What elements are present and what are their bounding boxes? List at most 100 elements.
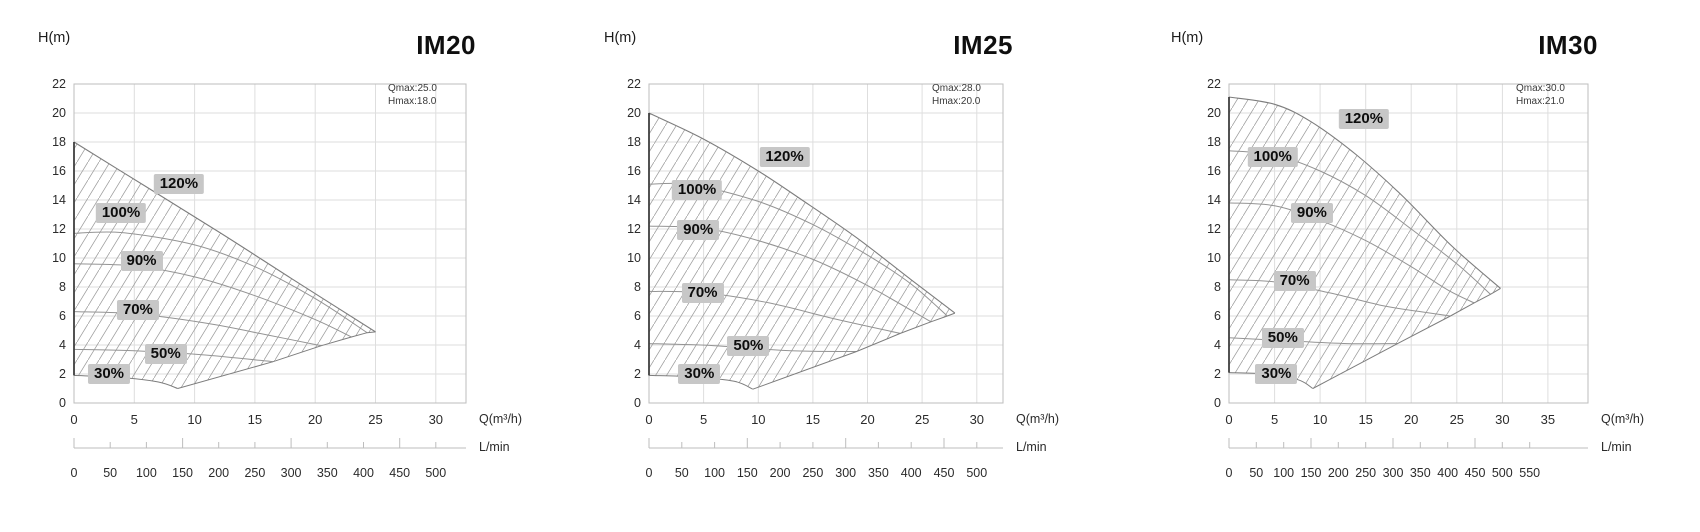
pump-performance-chart-im20: H(m) IM20 Qmax:25.0 Hmax:18.0 Q(m³/h) L/…: [0, 0, 567, 532]
lmin-tick-label: 0: [1225, 466, 1233, 480]
speed-label-100pct: 100%: [95, 203, 147, 224]
lmin-tick-label: 100: [1273, 466, 1295, 480]
y-tick-label: 10: [52, 250, 66, 265]
lmin-tick-label: 150: [736, 466, 758, 480]
pump-curve-70pct: [1228, 279, 1451, 317]
speed-label-100pct: 100%: [671, 179, 723, 200]
y-tick-label: 20: [52, 105, 66, 120]
lmin-tick-label: 150: [1300, 466, 1322, 480]
y-axis-unit-label: H(m): [1171, 30, 1204, 46]
x-axis-unit-label: Q(m³/h): [1601, 412, 1645, 426]
limits-annotation: Qmax:25.0 Hmax:18.0: [388, 83, 437, 108]
speed-label-30pct: 30%: [678, 364, 721, 384]
limits-annotation: Qmax:28.0 Hmax:20.0: [932, 83, 981, 108]
speed-label-70pct: 70%: [681, 282, 724, 303]
y-tick-label: 4: [634, 337, 641, 352]
x-tick-label: 5: [130, 412, 138, 427]
lmin-tick-label: 250: [802, 466, 824, 480]
y-tick-label: 8: [59, 279, 66, 294]
y-tick-label: 22: [1207, 76, 1221, 91]
y-tick-label: 22: [627, 76, 641, 91]
y-tick-label: 16: [1207, 163, 1221, 178]
plot-area: [73, 83, 467, 449]
lmin-tick-label: 300: [835, 466, 857, 480]
x-tick-label: 20: [860, 412, 875, 427]
lmin-tick-label: 300: [1382, 466, 1404, 480]
lmin-tick-label: 200: [1327, 466, 1349, 480]
lmin-tick-label: 50: [1249, 466, 1264, 480]
lmin-tick-label: 550: [1519, 466, 1541, 480]
y-tick-label: 0: [1214, 395, 1221, 410]
secondary-axis-unit-label: L/min: [479, 440, 510, 454]
speed-label-50pct: 50%: [144, 343, 187, 364]
pump-curve-50pct: [1228, 337, 1398, 345]
operating-region-hatch: [649, 113, 955, 390]
x-tick-label: 30: [969, 412, 985, 427]
operating-region-hatch: [74, 142, 376, 389]
lmin-tick-label: 250: [1355, 466, 1377, 480]
lmin-tick-label: 450: [1464, 466, 1486, 480]
qmax-annotation: Qmax:30.0: [1516, 83, 1565, 94]
pump-curve-100pct: [73, 231, 368, 334]
lmin-tick-label: 500: [966, 466, 988, 480]
pump-performance-chart-im30: H(m) IM30 Qmax:30.0 Hmax:21.0 Q(m³/h) L/…: [1133, 0, 1700, 532]
max-flow-limit-line: [1312, 287, 1501, 389]
x-tick-label: 0: [70, 412, 78, 427]
chart-title: IM25: [953, 30, 1013, 60]
lmin-tick-label: 350: [867, 466, 889, 480]
y-tick-label: 18: [52, 134, 66, 149]
pump-curve-70pct: [73, 311, 322, 347]
lmin-tick-label: 400: [900, 466, 922, 480]
qmax-annotation: Qmax:25.0: [388, 83, 437, 94]
pump-performance-chart-im25: H(m) IM25 Qmax:28.0 Hmax:20.0 Q(m³/h) L/…: [566, 0, 1133, 532]
y-tick-label: 8: [634, 279, 641, 294]
y-tick-label: 16: [627, 163, 641, 178]
speed-label-50pct: 50%: [727, 336, 770, 357]
lmin-ruler: [1228, 438, 1588, 449]
speed-label-120pct: 120%: [759, 146, 810, 167]
speed-label-100pct: 100%: [1247, 146, 1298, 167]
max-flow-limit-line: [177, 331, 376, 389]
y-tick-label: 6: [634, 308, 641, 323]
y-tick-label: 20: [627, 105, 641, 120]
x-tick-label: 30: [428, 412, 444, 427]
pump-curve-90pct: [1228, 202, 1475, 304]
y-tick-label: 12: [1207, 221, 1221, 236]
hmax-annotation: Hmax:18.0: [388, 95, 437, 107]
lmin-tick-label: 500: [1491, 466, 1513, 480]
x-tick-label: 0: [1225, 412, 1233, 427]
x-axis-unit-label: Q(m³/h): [479, 412, 523, 426]
lmin-tick-label: 450: [389, 466, 411, 480]
speed-label-70pct: 70%: [116, 300, 159, 321]
x-tick-label: 25: [914, 412, 930, 427]
limits-annotation: Qmax:30.0 Hmax:21.0: [1516, 83, 1565, 108]
y-axis-unit-label: H(m): [38, 30, 71, 46]
x-tick-label: 5: [699, 412, 708, 427]
x-axis-unit-label: Q(m³/h): [1016, 412, 1060, 426]
chart-title: IM20: [416, 30, 476, 60]
hmax-annotation: Hmax:21.0: [1516, 95, 1565, 107]
y-axis-unit-label: H(m): [604, 30, 637, 46]
y-tick-label: 12: [52, 221, 66, 236]
y-tick-label: 2: [634, 366, 641, 381]
y-tick-label: 20: [1207, 105, 1221, 120]
lmin-tick-label: 200: [769, 466, 791, 480]
x-tick-label: 10: [751, 412, 766, 427]
x-tick-label: 15: [247, 412, 263, 427]
y-tick-label: 4: [59, 337, 66, 352]
lmin-tick-label: 150: [172, 466, 194, 480]
lmin-tick-label: 200: [208, 466, 230, 480]
y-tick-label: 12: [627, 221, 641, 236]
lmin-tick-label: 50: [103, 466, 118, 480]
hmax-annotation: Hmax:20.0: [932, 95, 981, 107]
lmin-tick-label: 400: [1437, 466, 1459, 480]
x-tick-label: 25: [368, 412, 383, 427]
x-tick-label: 20: [1403, 412, 1419, 427]
y-tick-label: 0: [634, 395, 641, 410]
x-tick-label: 15: [805, 412, 821, 427]
lmin-tick-label: 350: [1409, 466, 1431, 480]
lmin-tick-label: 50: [674, 466, 689, 480]
y-tick-label: 10: [1207, 250, 1221, 265]
speed-label-120pct: 120%: [1338, 108, 1390, 129]
y-tick-label: 4: [1214, 337, 1221, 352]
